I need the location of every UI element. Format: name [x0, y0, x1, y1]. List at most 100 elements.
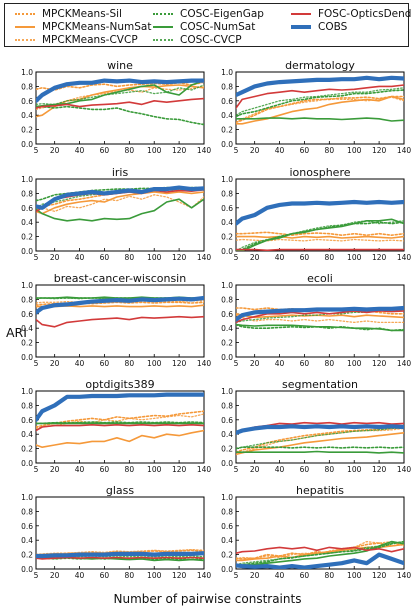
legend-label: COSC-EigenGap	[180, 8, 264, 20]
x-tick-label: 5	[234, 571, 239, 580]
y-tick-label: 0.6	[221, 416, 233, 425]
x-tick-label: 20	[50, 359, 60, 368]
y-tick-label: 0.8	[21, 507, 33, 516]
series-line-cosc-numsat	[236, 218, 404, 251]
panel-ionosphere: ionosphere 0.0 0.2 0.4 0.6 0.8 1.0 5 20 40 60 80 100…	[221, 166, 411, 262]
x-tick-label: 40	[275, 571, 285, 580]
x-tick-label: 60	[100, 253, 110, 262]
x-tick-label: 5	[34, 253, 39, 262]
panel-glass: glass 0.0 0.2 0.4 0.6 0.8 1.0 5 20 40 60 80 100 120 14…	[21, 484, 211, 580]
series-line-cobs	[236, 75, 404, 98]
x-tick-label: 100	[347, 359, 362, 368]
legend-label: MPCKMeans-Sil	[42, 8, 122, 20]
series-line-cobs	[236, 552, 404, 569]
panel-segmentation: segmentation 0.0 0.2 0.4 0.6 0.8 1.0 5 20 40 60 80 1…	[221, 378, 411, 474]
x-tick-label: 20	[50, 571, 60, 580]
y-tick-label: 0.4	[221, 324, 233, 333]
series-line-cosc-numsat	[36, 79, 204, 108]
panel-title: segmentation	[282, 378, 358, 391]
x-tick-label: 20	[50, 465, 60, 474]
x-tick-label: 80	[325, 253, 335, 262]
x-tick-label: 120	[172, 571, 187, 580]
x-tick-label: 40	[75, 465, 85, 474]
x-tick-label: 60	[300, 146, 310, 155]
series-line-cobs	[36, 392, 204, 422]
y-tick-label: 0.6	[221, 204, 233, 213]
x-tick-label: 120	[172, 465, 187, 474]
series-line-mpckmeans-numsat	[36, 191, 204, 215]
x-tick-label: 100	[147, 146, 162, 155]
y-tick-label: 0.4	[221, 430, 233, 439]
x-tick-label: 60	[300, 253, 310, 262]
y-tick-label: 0.4	[221, 536, 233, 545]
series-line-cosc-eigengap	[36, 421, 204, 425]
y-tick-label: 0.0	[21, 459, 33, 468]
series-line-cosc-cvcp	[36, 422, 204, 425]
series-line-cobs	[236, 199, 404, 226]
panel-title: ecoli	[307, 272, 333, 285]
x-tick-label: 80	[325, 359, 335, 368]
panel-breast-cancer-wisconsin: breast-cancer-wisconsin 0.0 0.2 0.4 0.6 0.8 1.…	[21, 272, 211, 368]
y-tick-label: 0.4	[21, 111, 33, 120]
y-tick-label: 0.2	[21, 339, 33, 348]
panel-title: optdigits389	[85, 378, 154, 391]
x-tick-label: 100	[147, 571, 162, 580]
y-tick-label: 1.0	[221, 493, 233, 502]
panel-title: breast-cancer-wisconsin	[54, 272, 186, 285]
series-line-mpckmeans-numsat	[236, 431, 404, 456]
x-tick-label: 100	[147, 359, 162, 368]
panel-title: dermatology	[285, 59, 355, 72]
y-tick-label: 0.0	[21, 353, 33, 362]
series-line-fosc-opticsdend	[36, 315, 204, 328]
legend-swatch	[153, 26, 173, 28]
x-tick-label: 60	[300, 359, 310, 368]
y-tick-label: 0.4	[21, 536, 33, 545]
series-line-fosc-opticsdend	[36, 97, 204, 109]
series-line-fosc-opticsdend	[236, 248, 404, 251]
panel-title: wine	[107, 59, 133, 72]
y-tick-label: 0.6	[21, 97, 33, 106]
series-line-cosc-cvcp	[236, 87, 404, 116]
x-tick-label: 60	[300, 571, 310, 580]
y-tick-label: 0.8	[221, 82, 233, 91]
series-line-cosc-cvcp	[36, 84, 204, 106]
x-tick-label: 140	[197, 359, 212, 368]
x-tick-label: 140	[397, 571, 412, 580]
x-tick-label: 5	[234, 465, 239, 474]
panel-iris: iris 0.0 0.2 0.4 0.6 0.8 1.0 5 20 40 60 80 100 120 140	[21, 166, 211, 262]
x-tick-label: 80	[125, 146, 135, 155]
x-tick-label: 60	[100, 465, 110, 474]
series-line-cobs	[36, 78, 204, 103]
y-tick-label: 1.0	[21, 493, 33, 502]
x-tick-label: 5	[34, 571, 39, 580]
y-tick-label: 0.6	[221, 522, 233, 531]
series-line-cobs	[236, 424, 404, 435]
x-tick-label: 40	[275, 465, 285, 474]
x-tick-label: 5	[34, 146, 39, 155]
x-tick-label: 40	[75, 359, 85, 368]
series-line-cobs	[236, 305, 404, 322]
x-tick-label: 80	[125, 359, 135, 368]
series-line-cosc-numsat	[236, 117, 404, 122]
plot-frame	[35, 390, 205, 464]
legend-swatch	[153, 13, 173, 15]
series-line-cosc-numsat	[236, 540, 404, 567]
y-tick-label: 0.8	[21, 189, 33, 198]
y-tick-label: 0.6	[221, 97, 233, 106]
y-tick-label: 0.8	[21, 401, 33, 410]
series-line-cosc-numsat	[36, 198, 204, 222]
legend-label: COSC-CVCP	[180, 34, 242, 46]
x-tick-label: 120	[372, 571, 387, 580]
x-axis-label: Number of pairwise constraints	[113, 592, 302, 606]
y-axis-label: ARI	[6, 325, 27, 340]
series-line-cosc-eigengap	[236, 446, 404, 450]
y-tick-label: 0.6	[21, 416, 33, 425]
series-line-fosc-opticsdend	[36, 423, 204, 432]
legend-swatch	[153, 39, 173, 41]
series-line-mpckmeans-cvcp	[236, 314, 404, 324]
panel-title: glass	[106, 484, 135, 497]
series-line-mpckmeans-sil	[236, 231, 404, 236]
panel-optdigits389: optdigits389 0.0 0.2 0.4 0.6 0.8 1.0 5 20 40 60 80 1…	[21, 378, 211, 474]
plot-frame	[35, 284, 205, 358]
